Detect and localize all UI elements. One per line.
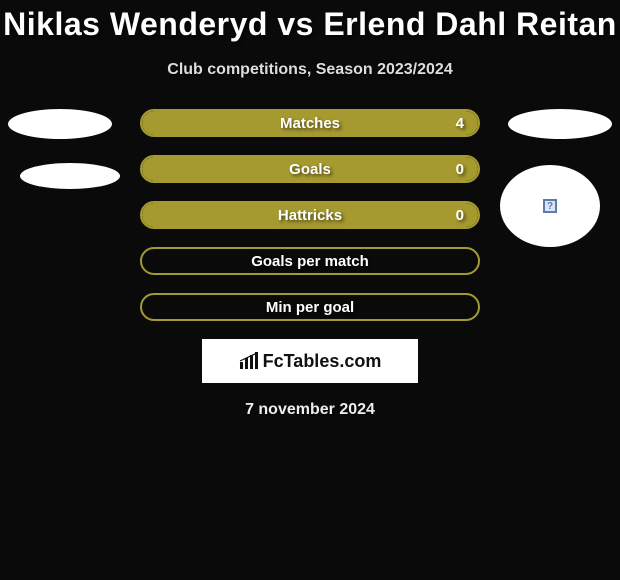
stat-bar-label: Goals per match — [251, 253, 369, 270]
stat-bar-value: 4 — [456, 115, 464, 132]
comparison-content: ? Matches 4 Goals 0 Hattricks 0 Goals per matc… — [0, 109, 620, 419]
stat-bars: Matches 4 Goals 0 Hattricks 0 Goals per match M… — [140, 109, 480, 321]
stat-bar: Goals per match — [140, 247, 480, 275]
logo-text: FcTables.com — [263, 351, 382, 372]
stat-bar: Hattricks 0 — [140, 201, 480, 229]
page-subtitle: Club competitions, Season 2023/2024 — [0, 61, 620, 79]
stat-bar: Goals 0 — [140, 155, 480, 183]
question-icon: ? — [543, 199, 557, 213]
stat-bar-value: 0 — [456, 207, 464, 224]
player-right-avatar-circle: ? — [500, 165, 600, 247]
page-title: Niklas Wenderyd vs Erlend Dahl Reitan — [0, 0, 620, 43]
bar-chart-icon — [239, 352, 261, 370]
logo: FcTables.com — [239, 351, 382, 372]
logo-box: FcTables.com — [202, 339, 418, 383]
stat-bar-label: Hattricks — [278, 207, 342, 224]
date-label: 7 november 2024 — [0, 401, 620, 419]
stat-bar: Min per goal — [140, 293, 480, 321]
stat-bar-label: Goals — [289, 161, 331, 178]
player-left-avatar-ellipse-2 — [20, 163, 120, 189]
stat-bar: Matches 4 — [140, 109, 480, 137]
player-right-avatar-ellipse — [508, 109, 612, 139]
player-left-avatar-ellipse-1 — [8, 109, 112, 139]
stat-bar-label: Min per goal — [266, 299, 354, 316]
stat-bar-label: Matches — [280, 115, 340, 132]
stat-bar-value: 0 — [456, 161, 464, 178]
